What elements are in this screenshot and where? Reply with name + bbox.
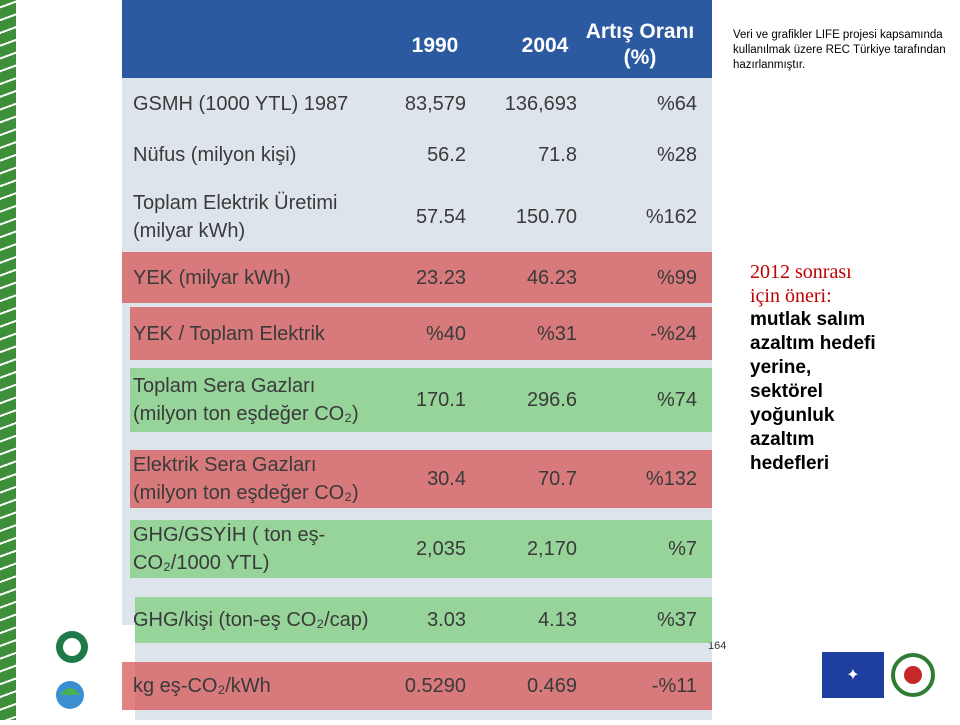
row-label: Nüfus (milyon kişi) [133,144,297,166]
value-2004: 0.469 [526,675,577,697]
note: Veri ve grafikler LIFE projesi kapsamınd… [733,28,946,73]
row-label: GHG/kişi (ton-eş CO₂/cap) [133,609,369,631]
value-2004: 150.70 [515,206,577,228]
value-1990: %40 [425,322,466,345]
value-2004: 70.7 [538,468,577,490]
header-cell: 2004 [521,34,569,57]
value-1990: 3.03 [427,609,466,631]
logos [40,625,135,720]
value-1990: 0.5290 [404,675,466,697]
value-1990: 30.4 [427,468,466,490]
life-logo: ✦ [822,652,884,698]
row-label: (milyon ton eşdeğer CO₂) [133,482,359,504]
table-header [122,0,712,78]
row-highlight [122,252,712,303]
note-line: kullanılmak üzere REC Türkiye tarafından [733,44,946,56]
emblem [891,653,935,697]
note-line: Veri ve grafikler LIFE projesi kapsamınd… [733,29,943,41]
proposal-body: azaltım [750,429,815,450]
proposal: 2012 sonrası için öneri: mutlak salım azalt… [750,260,876,476]
row-label: GSMH (1000 YTL) 1987 [133,93,349,115]
row-highlight [122,662,712,710]
row-label: YEK / Toplam Elektrik [133,322,325,345]
proposal-body: hedefleri [750,453,830,474]
logo-icons [56,631,88,709]
value-2004: 4.13 [538,609,577,631]
value-1990: 170.1 [415,389,466,411]
row-highlight [135,597,712,643]
row-label: GHG/GSYİH ( ton eş- [133,524,326,546]
value-2004: %31 [536,322,577,345]
row-highlight [130,450,712,508]
row-label: (milyon ton eşdeğer CO₂) [133,403,359,425]
change: %162 [645,206,697,228]
change: %64 [656,93,697,115]
change: %37 [656,609,697,631]
row-label: (milyar kWh) [133,220,246,242]
row-label: CO₂/1000 YTL) [133,552,270,574]
value-1990: 23.23 [415,266,466,289]
row-label: Elektrik Sera Gazları [133,454,317,476]
header-cell: 1990 [411,34,459,57]
value-1990: 57.54 [415,206,466,228]
value-1990: 56.2 [427,144,466,166]
change: %74 [656,389,697,411]
proposal-body: yoğunluk [750,405,835,426]
svg-text:✦: ✦ [846,667,859,684]
page-number: 164 [708,640,727,652]
row-label: Toplam Sera Gazları [133,375,316,397]
change: %132 [645,468,697,490]
row-highlight [130,307,712,360]
decor-strip [0,0,16,720]
row-highlight [130,520,712,578]
change: %7 [668,538,697,560]
value-1990: 2,035 [415,538,466,560]
change: %28 [656,144,697,166]
value-2004: 296.6 [526,389,577,411]
value-2004: 46.23 [526,266,577,289]
proposal-title: için öneri: [750,285,832,307]
change: %99 [656,266,697,289]
note-line: hazırlanmıştır. [733,59,806,71]
row-label: kg eş-CO₂/kWh [133,675,271,697]
proposal-body: sektörel [750,381,823,402]
row-label: Toplam Elektrik Üretimi [133,192,338,214]
proposal-body: yerine, [750,357,812,378]
proposal-body: mutlak salım [750,309,866,330]
value-2004: 2,170 [526,538,577,560]
change: -%11 [651,675,697,697]
proposal-title: 2012 sonrası [750,261,852,283]
row-highlight [130,368,712,432]
value-2004: 71.8 [538,144,577,166]
row-label: YEK (milyar kWh) [133,266,291,289]
value-1990: 83,579 [404,93,466,115]
change: -%24 [650,322,697,345]
value-2004: 136,693 [504,93,577,115]
header-cell: Artış Oranı [585,20,695,43]
proposal-body: azaltım hedefi [750,333,876,354]
header-cell: (%) [623,46,657,69]
